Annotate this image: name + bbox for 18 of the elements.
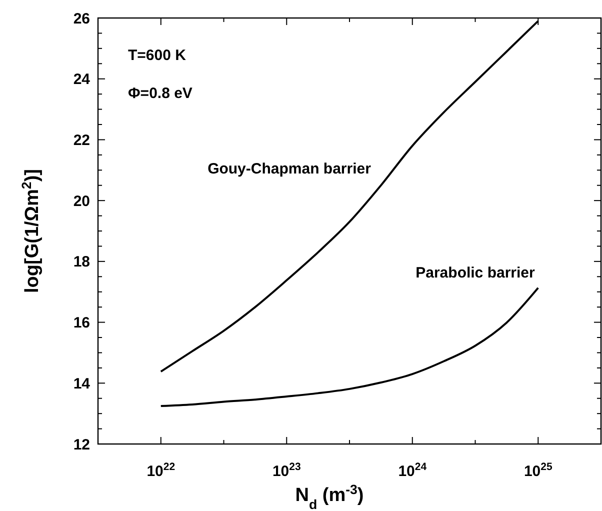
y-tick-label: 20 — [73, 192, 90, 210]
x-tick-label: 10$^{23}$ — [272, 461, 301, 480]
annotation: Φ=0.8 eV — [128, 85, 192, 102]
annotation: T=600 K — [128, 47, 186, 64]
y-tick-label: 12 — [73, 436, 90, 454]
y-tick-label: 26 — [73, 10, 90, 28]
line-series — [160, 286, 540, 407]
y-tick-label: 16 — [73, 314, 90, 332]
y-tick-label: 24 — [73, 71, 91, 88]
x-tick-label: 10$^{22}$ — [146, 461, 176, 480]
series-label: Gouy-Chapman barrier — [208, 160, 372, 178]
y-tick-label: 22 — [73, 132, 90, 149]
x-tick-label: 10$^{24}$ — [398, 461, 427, 480]
x-tick-label: 10$^{25}$ — [524, 461, 552, 480]
y-tick-label: 14 — [73, 375, 91, 392]
y-tick-label: 18 — [73, 254, 90, 271]
x-axis-title: N$_{d}$ (m$^{-3}$) — [295, 482, 364, 511]
series-label: Parabolic barrier — [416, 264, 536, 282]
